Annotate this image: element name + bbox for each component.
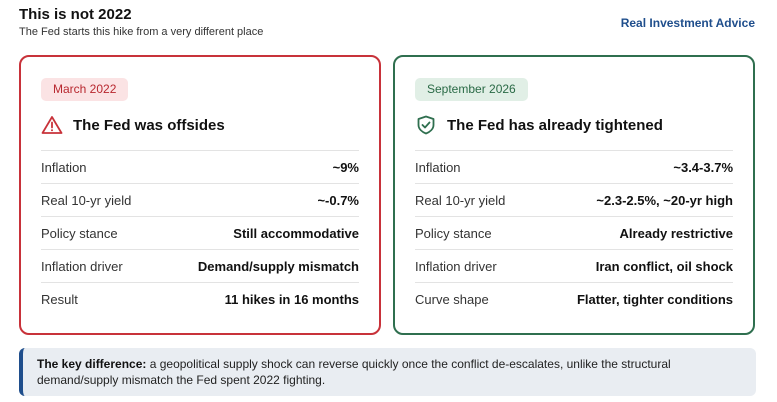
row-value: 11 hikes in 16 months — [224, 291, 359, 307]
row-value: ~2.3-2.5%, ~20-yr high — [596, 192, 733, 208]
date-badge: September 2026 — [415, 78, 528, 101]
card-heading-text: The Fed has already tightened — [447, 116, 663, 134]
row-label: Inflation driver — [41, 258, 123, 274]
table-row: Policy stance Still accommodative — [41, 216, 359, 249]
card-heading: The Fed has already tightened — [415, 115, 663, 135]
march-2022-card: March 2022 The Fed was offsides Inflatio… — [19, 55, 381, 335]
row-value: ~3.4-3.7% — [673, 159, 733, 175]
date-badge: March 2022 — [41, 78, 129, 101]
page-subtitle: The Fed starts this hike from a very dif… — [19, 26, 264, 38]
row-value: Iran conflict, oil shock — [595, 258, 733, 274]
table-row: Inflation driver Demand/supply mismatch — [41, 249, 359, 282]
table-row: Curve shape Flatter, tighter conditions — [415, 282, 733, 315]
row-label: Real 10-yr yield — [41, 192, 132, 208]
row-value: Demand/supply mismatch — [197, 258, 359, 274]
table-row: Inflation ~9% — [41, 150, 359, 183]
row-label: Inflation — [41, 159, 87, 175]
row-label: Inflation driver — [415, 258, 497, 274]
card-heading-text: The Fed was offsides — [73, 116, 225, 134]
row-label: Policy stance — [41, 225, 118, 241]
warning-triangle-icon — [41, 115, 63, 135]
row-label: Policy stance — [415, 225, 492, 241]
row-value: ~-0.7% — [317, 192, 359, 208]
note-lead: The key difference: — [37, 357, 147, 371]
row-value: Already restrictive — [619, 225, 733, 241]
table-row: Policy stance Already restrictive — [415, 216, 733, 249]
row-label: Curve shape — [415, 291, 489, 307]
table-row: Real 10-yr yield ~-0.7% — [41, 183, 359, 216]
key-difference-note: The key difference: a geopolitical suppl… — [19, 348, 756, 396]
row-value: Still accommodative — [233, 225, 359, 241]
row-label: Real 10-yr yield — [415, 192, 506, 208]
row-label: Inflation — [415, 159, 461, 175]
note-text: a geopolitical supply shock can reverse … — [37, 357, 671, 387]
comparison-table: Inflation ~9% Real 10-yr yield ~-0.7% Po… — [41, 150, 359, 315]
table-row: Inflation driver Iran conflict, oil shoc… — [415, 249, 733, 282]
row-value: ~9% — [332, 159, 359, 175]
card-heading: The Fed was offsides — [41, 115, 225, 135]
shield-icon — [415, 115, 437, 135]
table-row: Result 11 hikes in 16 months — [41, 282, 359, 315]
page-title: This is not 2022 — [19, 6, 132, 23]
row-value: Flatter, tighter conditions — [576, 291, 733, 307]
table-row: Inflation ~3.4-3.7% — [415, 150, 733, 183]
table-row: Real 10-yr yield ~2.3-2.5%, ~20-yr high — [415, 183, 733, 216]
brand-name: Real Investment Advice — [620, 16, 755, 30]
row-label: Result — [41, 291, 78, 307]
september-2026-card: September 2026 The Fed has already tight… — [393, 55, 755, 335]
comparison-table: Inflation ~3.4-3.7% Real 10-yr yield ~2.… — [415, 150, 733, 315]
